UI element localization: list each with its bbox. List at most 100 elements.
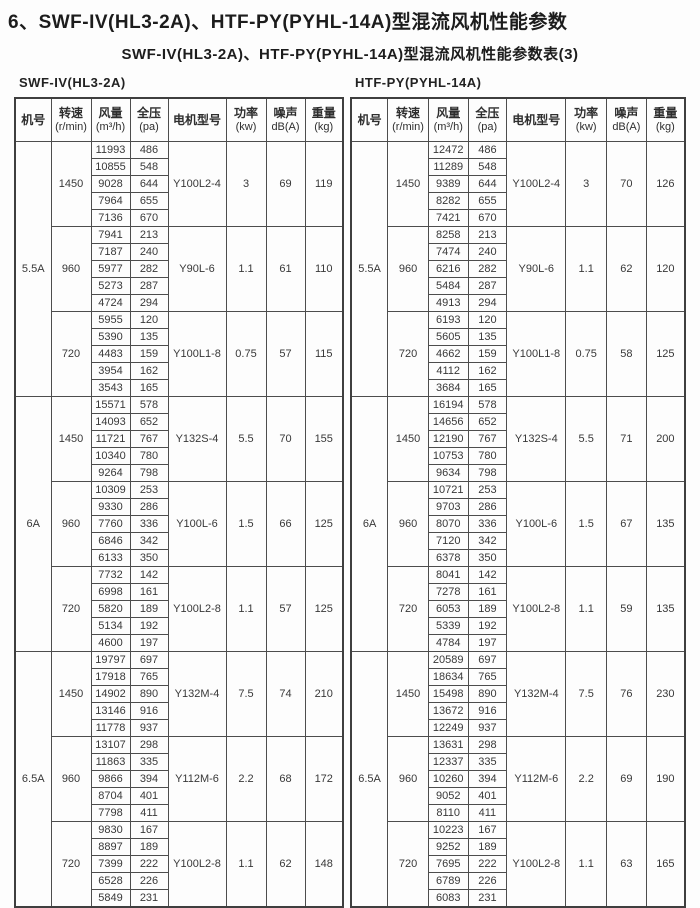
cell-pressure: 937 bbox=[129, 719, 169, 737]
table-row: 6378 350 bbox=[351, 549, 685, 567]
cell-speed: 960 bbox=[50, 226, 92, 312]
column-header-label: 噪声 bbox=[273, 106, 298, 121]
cell-pressure: 189 bbox=[129, 838, 169, 856]
cell-power: 0.75 bbox=[565, 311, 608, 397]
cell-pressure: 135 bbox=[129, 328, 169, 346]
cell-pressure: 282 bbox=[467, 260, 508, 278]
table-row: 6A 1450 16194 578 Y132S-4 5.5 71 200 bbox=[350, 396, 686, 652]
cell-flow: 8282 bbox=[427, 192, 469, 210]
cell-weight: 155 bbox=[304, 396, 344, 482]
table-row: 6846 342 bbox=[15, 532, 343, 550]
cell-pressure: 780 bbox=[129, 447, 169, 465]
cell-pressure: 240 bbox=[129, 243, 169, 261]
column-header-label: 电机型号 bbox=[172, 112, 221, 127]
cell-pressure: 189 bbox=[467, 838, 508, 856]
table-body: 5.5A 1450 11993 486 Y100L2-4 3 69 119 10855 548 90… bbox=[14, 141, 344, 908]
table-row: 12190 767 bbox=[351, 430, 685, 448]
cell-noise: 76 bbox=[606, 651, 647, 737]
cell-flow: 20589 bbox=[427, 651, 469, 669]
cell-flow: 6846 bbox=[90, 532, 131, 550]
cell-pressure: 578 bbox=[467, 396, 508, 414]
table-label-swf: SWF-IV(HL3-2A) bbox=[19, 75, 126, 90]
cell-pressure: 655 bbox=[467, 192, 508, 210]
cell-flow: 7941 bbox=[90, 226, 131, 244]
table-row: 14093 652 bbox=[15, 413, 343, 431]
cell-power: 5.5 bbox=[225, 396, 267, 482]
cell-flow: 4483 bbox=[90, 345, 131, 363]
cell-pressure: 916 bbox=[467, 702, 508, 720]
column-header-label: 电机型号 bbox=[512, 112, 561, 127]
table-row: 13672 916 bbox=[351, 702, 685, 720]
cell-flow: 13146 bbox=[90, 702, 131, 720]
cell-pressure: 189 bbox=[129, 600, 169, 618]
column-header-label: 功率 bbox=[574, 106, 599, 121]
cell-pressure: 655 bbox=[129, 192, 169, 210]
cell-pressure: 240 bbox=[467, 243, 508, 261]
table-row: 960 8258 213 Y90L-6 1.1 62 120 bbox=[351, 226, 686, 312]
column-header-label: 功率 bbox=[233, 106, 258, 121]
cell-motor: Y100L1-8 bbox=[167, 311, 227, 397]
cell-speed: 720 bbox=[50, 566, 92, 652]
tables-container: SWF-IV(HL3-2A) 机号 转速 (r/min) 风量 (m³/h) 全压 (pa)… bbox=[0, 75, 700, 908]
cell-flow: 4600 bbox=[90, 634, 131, 652]
cell-pressure: 213 bbox=[467, 226, 508, 244]
column-header-全压: 全压 (pa) bbox=[467, 97, 508, 142]
table-row: 5390 135 bbox=[15, 328, 343, 346]
column-header-unit: (r/min) bbox=[55, 120, 87, 133]
column-header-label: 转速 bbox=[396, 106, 421, 121]
table-row: 7474 240 bbox=[351, 243, 685, 261]
cell-pressure: 890 bbox=[129, 685, 169, 703]
column-header-label: 转速 bbox=[58, 106, 83, 121]
cell-flow: 7798 bbox=[90, 804, 131, 822]
cell-pressure: 120 bbox=[129, 311, 169, 329]
column-header-label: 噪声 bbox=[614, 106, 639, 121]
cell-flow: 8704 bbox=[90, 787, 131, 805]
cell-flow: 10340 bbox=[90, 447, 131, 465]
cell-model: 6.5A bbox=[14, 651, 52, 908]
table-row: 720 7732 142 Y100L2-8 1.1 57 125 bbox=[15, 566, 344, 652]
column-header-label: 机号 bbox=[357, 112, 382, 127]
cell-flow: 12337 bbox=[427, 753, 469, 771]
cell-flow: 18634 bbox=[427, 668, 469, 686]
cell-weight: 172 bbox=[304, 736, 344, 822]
cell-pressure: 226 bbox=[467, 872, 508, 890]
cell-pressure: 167 bbox=[467, 821, 508, 839]
table-row: 7964 655 bbox=[15, 192, 343, 210]
cell-pressure: 350 bbox=[129, 549, 169, 567]
cell-flow: 9389 bbox=[427, 175, 469, 193]
cell-flow: 10260 bbox=[427, 770, 469, 788]
cell-flow: 7964 bbox=[90, 192, 131, 210]
cell-pressure: 159 bbox=[129, 345, 169, 363]
cell-motor: Y132S-4 bbox=[506, 396, 567, 482]
column-header-unit: (m³/h) bbox=[95, 120, 126, 133]
cell-pressure: 780 bbox=[467, 447, 508, 465]
column-header-label: 重量 bbox=[653, 106, 678, 121]
cell-pressure: 253 bbox=[129, 481, 169, 499]
cell-flow: 5605 bbox=[427, 328, 469, 346]
cell-pressure: 142 bbox=[467, 566, 508, 584]
cell-power: 1.5 bbox=[565, 481, 608, 567]
cell-pressure: 294 bbox=[129, 294, 169, 312]
cell-noise: 59 bbox=[606, 566, 647, 652]
cell-flow: 11778 bbox=[90, 719, 131, 737]
cell-motor: Y90L-6 bbox=[506, 226, 567, 312]
cell-flow: 5484 bbox=[427, 277, 469, 295]
cell-flow: 5955 bbox=[90, 311, 131, 329]
cell-flow: 4724 bbox=[90, 294, 131, 312]
cell-weight: 148 bbox=[304, 821, 344, 908]
cell-power: 3 bbox=[565, 141, 608, 227]
cell-flow: 7187 bbox=[90, 243, 131, 261]
table-row: 5605 135 bbox=[351, 328, 685, 346]
cell-flow: 9052 bbox=[427, 787, 469, 805]
cell-flow: 5134 bbox=[90, 617, 131, 635]
cell-pressure: 197 bbox=[129, 634, 169, 652]
cell-pressure: 161 bbox=[129, 583, 169, 601]
cell-power: 7.5 bbox=[565, 651, 608, 737]
cell-pressure: 916 bbox=[129, 702, 169, 720]
cell-flow: 8110 bbox=[427, 804, 469, 822]
table-row: 14656 652 bbox=[351, 413, 685, 431]
table-row: 4662 159 bbox=[351, 345, 685, 363]
cell-motor: Y100L-6 bbox=[506, 481, 567, 567]
cell-noise: 61 bbox=[265, 226, 306, 312]
cell-pressure: 286 bbox=[129, 498, 169, 516]
